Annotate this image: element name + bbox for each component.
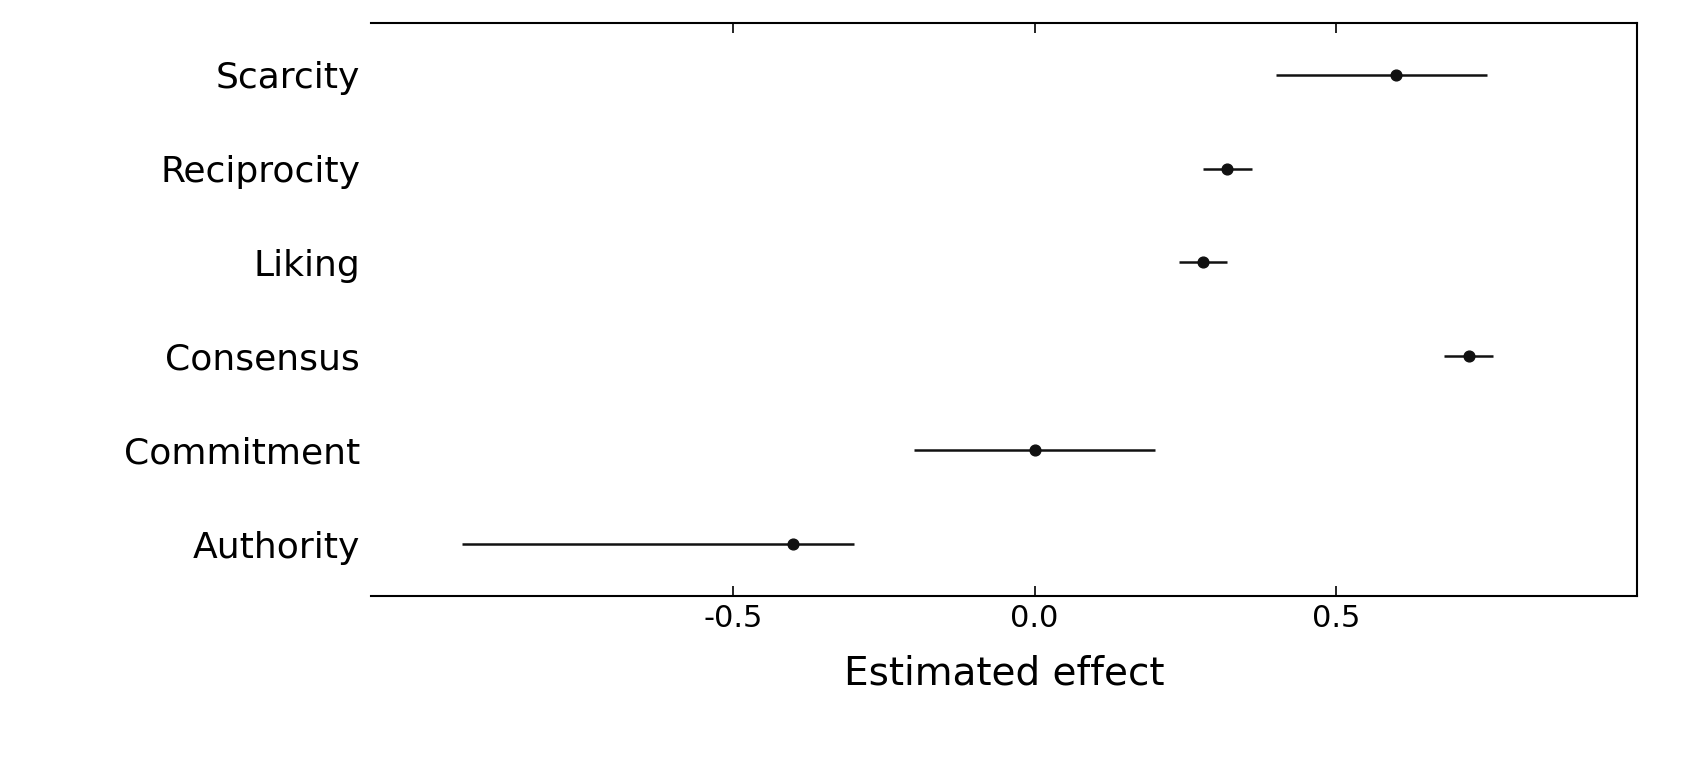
Point [1214, 163, 1241, 175]
X-axis label: Estimated effect: Estimated effect [844, 654, 1165, 692]
Point [1382, 69, 1409, 81]
Point [1021, 444, 1048, 456]
Point [1190, 257, 1217, 269]
Point [1455, 350, 1482, 362]
Point [780, 538, 807, 550]
